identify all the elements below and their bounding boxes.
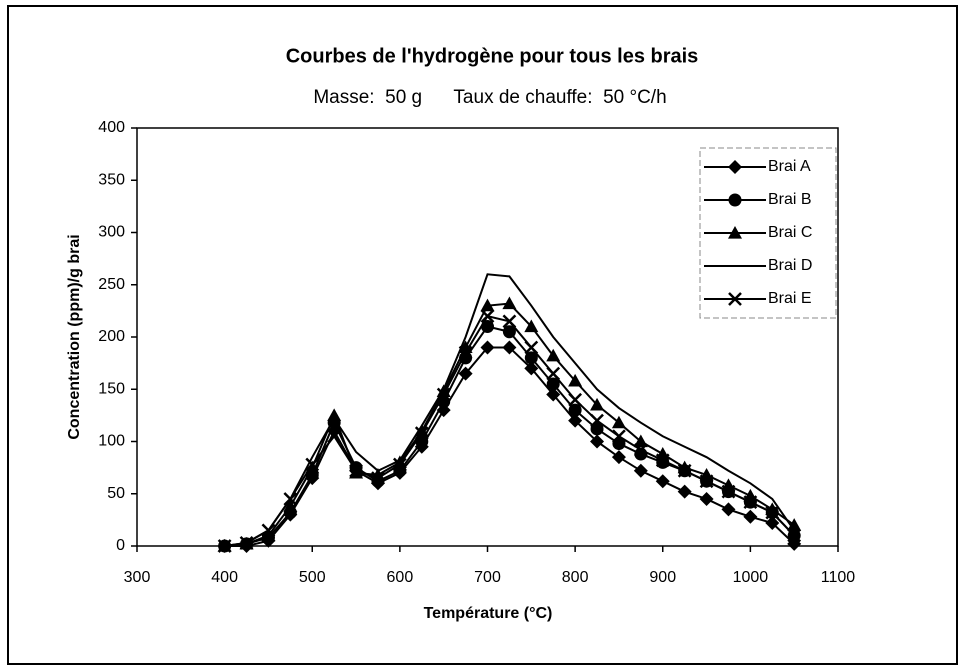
series-line — [224, 325, 795, 547]
marker — [327, 429, 342, 444]
y-axis-label: Concentration (ppm)/g brai — [66, 234, 83, 439]
marker — [611, 415, 626, 429]
marker — [524, 319, 539, 333]
y-tick-label: 200 — [98, 328, 125, 345]
y-tick-label: 100 — [98, 433, 125, 450]
legend-marker — [728, 226, 742, 239]
x-tick-label: 1100 — [821, 569, 856, 586]
frame — [7, 5, 958, 665]
marker — [721, 484, 736, 499]
marker — [787, 518, 802, 531]
marker — [283, 499, 298, 512]
chart-subtitle: Masse: 50 g Taux de chauffe: 50 °C/h — [313, 87, 666, 108]
marker — [568, 403, 582, 417]
marker — [524, 351, 538, 365]
marker — [590, 434, 605, 449]
marker — [787, 528, 802, 543]
marker — [546, 366, 561, 381]
marker — [590, 413, 604, 428]
y-tick-label: 250 — [98, 276, 125, 293]
x-tick-label: 600 — [387, 569, 414, 586]
legend-marker — [728, 160, 742, 174]
x-tick-label: 500 — [299, 569, 326, 586]
marker — [283, 492, 298, 506]
y-tick-label: 0 — [116, 537, 125, 554]
y-tick-label: 300 — [98, 224, 125, 241]
legend-label: Brai E — [768, 290, 812, 307]
marker — [502, 340, 517, 355]
marker — [371, 471, 385, 485]
marker — [611, 450, 626, 465]
legend-marker — [728, 193, 742, 207]
marker — [590, 397, 605, 411]
marker — [546, 348, 561, 362]
marker — [502, 296, 517, 310]
marker — [392, 457, 407, 472]
legend-label: Brai C — [768, 224, 812, 241]
x-tick-label: 400 — [211, 569, 238, 586]
marker — [414, 426, 429, 441]
marker — [677, 484, 692, 499]
marker — [502, 325, 516, 339]
x-tick-label: 900 — [649, 569, 676, 586]
x-tick-label: 300 — [124, 569, 151, 586]
marker — [458, 345, 473, 360]
legend-label: Brai B — [768, 191, 812, 208]
marker — [392, 455, 407, 468]
marker — [765, 505, 780, 520]
marker — [480, 309, 495, 323]
marker — [743, 495, 758, 509]
marker — [721, 502, 736, 517]
series-line — [224, 273, 796, 547]
series-line — [224, 346, 795, 547]
marker — [633, 463, 648, 478]
marker — [524, 340, 539, 355]
marker — [699, 491, 714, 506]
series-line — [224, 302, 795, 547]
y-tick-label: 150 — [98, 380, 125, 397]
x-tick-label: 800 — [562, 569, 589, 586]
y-tick-label: 50 — [107, 485, 125, 502]
marker — [261, 528, 276, 542]
marker — [655, 453, 670, 468]
marker — [568, 413, 583, 428]
marker — [261, 523, 276, 538]
y-tick-label: 350 — [98, 171, 125, 188]
marker — [327, 408, 342, 421]
marker — [458, 366, 473, 381]
marker — [546, 387, 561, 402]
marker — [655, 474, 670, 489]
x-axis-label: Température (°C) — [424, 605, 553, 622]
legend-marker — [728, 292, 742, 306]
marker — [633, 442, 648, 457]
chart-title: Courbes de l'hydrogène pour tous les bra… — [286, 45, 699, 67]
marker — [239, 535, 254, 550]
x-tick-label: 700 — [474, 569, 501, 586]
marker — [524, 361, 539, 376]
marker — [349, 463, 363, 478]
marker — [414, 424, 429, 437]
marker — [568, 373, 583, 387]
marker — [480, 298, 495, 312]
marker — [743, 509, 758, 524]
marker — [305, 457, 320, 472]
marker — [436, 387, 451, 402]
marker — [699, 474, 714, 489]
marker — [612, 429, 626, 444]
legend-label: Brai D — [768, 257, 812, 274]
legend-label: Brai A — [768, 158, 811, 175]
x-tick-label: 1000 — [733, 569, 769, 586]
marker — [765, 516, 780, 531]
marker — [546, 377, 560, 391]
marker — [502, 314, 517, 329]
marker — [633, 434, 648, 448]
marker — [480, 340, 495, 355]
marker — [677, 463, 692, 478]
marker — [590, 422, 604, 436]
y-tick-label: 400 — [98, 119, 125, 136]
marker — [217, 539, 232, 553]
marker — [568, 392, 583, 407]
